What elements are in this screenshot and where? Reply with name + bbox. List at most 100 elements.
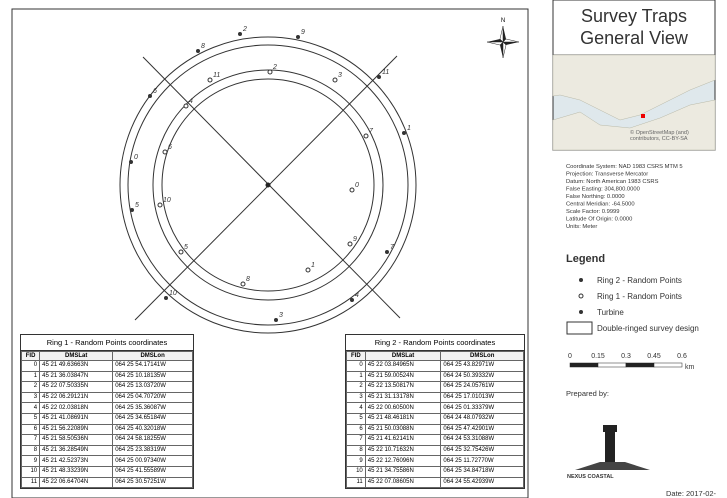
table-cell: 45 22 07.50335N bbox=[39, 381, 114, 393]
table-title: Ring 2 - Random Points coordinates bbox=[346, 335, 524, 351]
point-label: 10 bbox=[163, 197, 171, 204]
ring1-point bbox=[305, 267, 311, 273]
table-cell: 45 22 10.71632N bbox=[364, 444, 442, 457]
table-cell: 45 21 36.28549N bbox=[39, 444, 114, 457]
table-cell: 3 bbox=[346, 391, 366, 404]
title: Survey Traps bbox=[581, 6, 687, 26]
table-cell: 11 bbox=[346, 476, 366, 489]
table-cell: 064 25 11.72770W bbox=[440, 455, 524, 467]
scale-label: 0 bbox=[568, 353, 572, 360]
coordinate-info: False Northing: 0.0000 bbox=[566, 194, 625, 200]
table-cell: 0 bbox=[20, 360, 41, 372]
scale-segment bbox=[653, 362, 683, 368]
scale-segment bbox=[569, 362, 599, 368]
logo-text: NEXUS COASTAL bbox=[567, 474, 614, 480]
date: Date: 2017-02- bbox=[666, 489, 717, 498]
point-label: 6 bbox=[153, 88, 157, 95]
table-cell: 9 bbox=[346, 455, 366, 467]
table-cell: 45 21 56.22089N bbox=[39, 423, 114, 436]
table-cell: 064 25 01.33379W bbox=[440, 402, 524, 414]
table: FID DMSLat DMSLon 0 45 21 49.63663N 064 25 54… bbox=[20, 351, 193, 489]
table-cell: 45 22 02.03818N bbox=[39, 402, 114, 414]
legend-symbol bbox=[578, 293, 584, 299]
legend-symbol bbox=[566, 321, 593, 335]
point-label: 0 bbox=[355, 182, 359, 189]
point-label: 11 bbox=[382, 69, 389, 76]
scale-unit: km bbox=[685, 364, 695, 371]
table-header: FID bbox=[346, 351, 366, 361]
table-cell: 3 bbox=[20, 391, 41, 404]
scale-segment bbox=[597, 362, 627, 368]
table-cell: 064 24 48.07932W bbox=[440, 412, 524, 425]
table-cell: 064 24 53.31088W bbox=[440, 434, 524, 446]
table-cell: 064 25 32.75426W bbox=[440, 444, 524, 457]
ring1-point bbox=[332, 77, 338, 83]
table-cell: 4 bbox=[346, 402, 366, 414]
ring2-point bbox=[274, 318, 278, 322]
table-cell: 45 21 48.46181N bbox=[364, 412, 442, 425]
ring1-point bbox=[183, 103, 189, 109]
table-cell: 8 bbox=[20, 444, 41, 457]
ring2-point bbox=[164, 296, 168, 300]
legend-label: Turbine bbox=[597, 308, 624, 317]
ring1-point bbox=[267, 69, 273, 75]
point-label: 9 bbox=[353, 236, 357, 243]
ring1-point bbox=[207, 77, 213, 83]
table-cell: 0 bbox=[346, 360, 366, 372]
table-cell: 45 21 49.63663N bbox=[39, 360, 114, 372]
table-header: DMSLon bbox=[112, 351, 193, 361]
table-cell: 45 21 41.62141N bbox=[364, 434, 442, 446]
table-cell: 45 21 34.75586N bbox=[364, 465, 442, 478]
coordinate-info: Scale Factor: 0.9999 bbox=[566, 209, 620, 215]
table-cell: 7 bbox=[20, 434, 41, 446]
point-label: 10 bbox=[169, 290, 177, 297]
ring2-point bbox=[296, 35, 300, 39]
point-label: 8 bbox=[246, 276, 250, 283]
point-label: 1 bbox=[407, 125, 411, 132]
table-cell: 064 25 34.65184W bbox=[112, 412, 193, 425]
point-label: 5 bbox=[135, 202, 139, 209]
point-label: 4 bbox=[189, 98, 193, 105]
survey-rings bbox=[119, 36, 417, 334]
scale-segment bbox=[625, 362, 655, 368]
table-cell: 064 25 35.36087W bbox=[112, 402, 193, 414]
prepared-by: Prepared by: bbox=[566, 389, 609, 398]
point-label: 0 bbox=[134, 154, 138, 161]
coordinate-info: Latitude Of Origin: 0.0000 bbox=[566, 217, 632, 223]
inset-map: © OpenStreetMap (and) contributors, CC-B… bbox=[552, 54, 716, 151]
table-cell: 45 22 06.64704N bbox=[39, 476, 114, 489]
table-cell: 8 bbox=[346, 444, 366, 457]
table-cell: 064 25 30.57251W bbox=[112, 476, 193, 489]
ring1-point bbox=[349, 187, 355, 193]
table-cell: 064 25 41.55589W bbox=[112, 465, 193, 478]
table-cell: 5 bbox=[20, 412, 41, 425]
table-cell: 7 bbox=[346, 434, 366, 446]
table-cell: 45 21 31.13178N bbox=[364, 391, 442, 404]
table-cell: 064 24 55.42939W bbox=[440, 476, 524, 489]
ring1-point bbox=[240, 281, 246, 287]
point-label: 11 bbox=[213, 72, 220, 79]
table-cell: 1 bbox=[20, 370, 41, 383]
point-label: 4 bbox=[355, 292, 359, 299]
table-cell: 5 bbox=[346, 412, 366, 425]
point-label: 2 bbox=[272, 64, 277, 71]
scale-label: 0.15 bbox=[591, 353, 605, 360]
point-label: 1 bbox=[311, 262, 315, 269]
ring1-point bbox=[347, 241, 353, 247]
table-cell: 1 bbox=[346, 370, 366, 383]
table-header: DMSLon bbox=[440, 351, 524, 361]
coordinate-info: Central Meridian: -64.5000 bbox=[566, 202, 635, 208]
attribution: © OpenStreetMap (and) contributors, CC-B… bbox=[630, 130, 689, 142]
scale-label: 0.45 bbox=[647, 353, 661, 360]
table-cell: 45 22 12.76096N bbox=[364, 455, 442, 467]
table-cell: 6 bbox=[346, 423, 366, 436]
ring1-point bbox=[178, 249, 184, 255]
table-cell: 064 24 58.18255W bbox=[112, 434, 193, 446]
scale-label: 0.3 bbox=[621, 353, 631, 360]
table-cell: 45 22 03.84965N bbox=[364, 360, 442, 372]
ring2-point bbox=[377, 75, 381, 79]
point-label: 3 bbox=[338, 72, 342, 79]
subtitle: General View bbox=[580, 28, 689, 48]
legend-label: Double-ringed survey design bbox=[597, 324, 699, 333]
